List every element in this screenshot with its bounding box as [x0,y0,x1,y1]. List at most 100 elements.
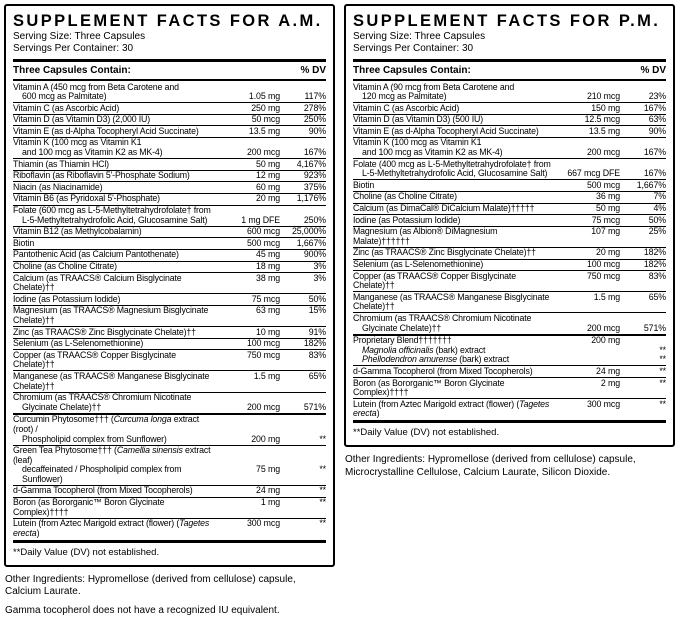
nutrient-name: Vitamin A (450 mcg from Beta Carotene an… [13,81,179,92]
nutrient-name: Glycinate Chelate)†† [362,322,442,333]
nutrient-row: Pantothenic Acid (as Calcium Pantothenat… [13,248,326,261]
servings-per-container-pm: Servings Per Container: 30 [353,43,474,54]
nutrient-line: Manganese (as TRAACS® Manganese Bisglyci… [353,292,666,312]
table-header-divider [13,79,326,81]
nutrient-line: Glycinate Chelate)†† 200 mcg 571% [13,401,326,413]
nutrient-amount: 500 mcg [586,179,620,190]
nutrient-name: Magnesium (as Albion® DiMagnesium Malate… [353,226,498,246]
nutrient-line: Thiamin (as Thiamin HCl) 50 mg 4,167% [13,159,326,170]
nutrient-row: Vitamin C (as Ascorbic Acid) 250 mg 278% [13,102,326,114]
nutrient-line: Glycinate Chelate)†† 200 mcg 571% [353,322,666,334]
nutrient-amount: 75 mcg [251,293,280,304]
nutrient-row: Vitamin A (450 mcg from Beta Carotene an… [13,82,326,102]
nutrient-line: Vitamin D (as Vitamin D3) (500 IU) 12.5 m… [353,115,666,125]
nutrient-name: Zinc (as TRAACS® Zinc Bisglycinate Chela… [13,326,196,337]
nutrient-line: Boron (as Bororganic™ Boron Glycinate Co… [353,377,666,398]
nutrient-row: Folate (400 mcg as L-5-Methyltetrahydrof… [353,158,666,179]
panel-notes-pm: Other Ingredients: Hypromellose (derived… [344,454,675,479]
nutrient-row: Vitamin K (100 mcg as Vitamin K1 and 100 … [13,136,326,158]
nutrient-line: Vitamin C (as Ascorbic Acid) 250 mg 278% [13,102,326,114]
nutrient-amount: 1 mg [260,497,280,508]
column-header-dv: % DV [640,65,666,76]
nutrient-row: Biotin 500 mcg 1,667% [13,237,326,249]
nutrient-name: Copper (as TRAACS® Copper Bisglycinate C… [353,270,516,291]
nutrient-line: 600 mcg as Palmitate) 1.05 mg 117% [13,91,326,102]
nutrient-amount: 300 mcg [586,398,620,409]
nutrient-name: Glycinate Chelate)†† [22,401,102,412]
nutrient-row: Vitamin E (as d-Alpha Tocopheryl Acid Su… [353,125,666,137]
nutrient-row: Vitamin A (90 mcg from Beta Carotene and… [353,82,666,102]
nutrient-name: Boron (as Bororganic™ Boron Glycinate Co… [353,377,505,398]
nutrient-amount: 75 mcg [591,214,620,225]
nutrient-table-body: Vitamin A (90 mcg from Beta Carotene and… [353,82,666,419]
nutrient-name: Lutein (from Aztec Marigold extract (flo… [13,518,210,538]
nutrient-row: Copper (as TRAACS® Copper Bisglycinate C… [353,270,666,291]
nutrient-line: Phospholipid complex from Sunflower) 200 … [13,433,326,445]
nutrient-amount: 75 mg [256,464,280,475]
column-header-dv: % DV [300,65,326,76]
nutrient-amount: 300 mcg [246,518,280,529]
nutrient-line: Chromium (as TRAACS® Chromium Nicotinate [13,393,326,403]
nutrient-row: Riboflavin (as Riboflavin 5'-Phosphate S… [13,169,326,182]
nutrient-amount: 10 mg [256,326,280,337]
nutrient-line: Copper (as TRAACS® Copper Bisglycinate C… [13,350,326,370]
nutrient-dv: 167% [643,168,666,179]
nutrient-line: Biotin 500 mcg 1,667% [13,237,326,249]
nutrient-dv: 7% [653,191,666,202]
table-header-divider [353,79,666,81]
nutrient-line: Magnolia officinalis (bark) extract ** [353,345,666,356]
nutrient-dv: 182% [303,338,326,349]
nutrient-row: Chromium (as TRAACS® Chromium Nicotinate… [353,312,666,333]
nutrient-name: Vitamin C (as Ascorbic Acid) [353,102,460,113]
nutrient-dv: 167% [643,102,666,113]
nutrient-dv: 250% [303,214,326,225]
nutrient-amount: 500 mcg [246,237,280,248]
table-header-am: Three Capsules Contain: % DV [13,62,326,79]
nutrient-name: L-5-Methyltetrahydrofolic Acid, Glucosam… [22,214,208,225]
nutrient-row: Calcium (as DimaCal® DiCalcium Malate)††… [353,202,666,215]
nutrient-amount: 50 mcg [251,114,280,125]
nutrient-amount: 60 mg [256,181,280,192]
nutrient-line: Vitamin A (90 mcg from Beta Carotene and [353,82,666,93]
nutrient-dv: 923% [303,170,326,181]
nutrient-dv: 25% [648,226,666,237]
nutrient-name: Curcumin Phytosome††† (Curcuma longa ext… [13,414,200,434]
nutrient-dv: 90% [648,125,666,136]
nutrient-row: Vitamin D (as Vitamin D3) (2,000 IU) 50 m… [13,113,326,126]
nutrient-dv: 1,667% [636,179,666,190]
nutrient-dv: 182% [643,247,666,258]
nutrient-row: Calcium (as TRAACS® Calcium Bisglycinate… [13,272,326,293]
nutrient-line: Selenium (as L-Selenomethionine) 100 mcg 1… [353,259,666,270]
nutrient-dv: 65% [308,370,326,381]
nutrient-dv: 90% [308,125,326,136]
nutrient-amount: 24 mg [256,485,280,496]
nutrient-row: Proprietary Blend††††††† 200 mg Magnolia o… [353,333,666,366]
nutrient-name: Lutein (from Aztec Marigold extract (flo… [353,398,550,419]
nutrient-dv: 182% [643,259,666,269]
nutrient-line: Zinc (as TRAACS® Zinc Bisglycinate Chela… [353,248,666,258]
nutrient-line: Pantothenic Acid (as Calcium Pantothenat… [13,250,326,260]
nutrient-dv: 1,176% [296,193,326,204]
nutrient-amount: 200 mg [251,433,280,444]
nutrient-dv: 25,000% [291,226,326,237]
nutrient-name: Iodine (as Potassium Iodide) [13,293,121,304]
nutrient-name: 600 mcg as Palmitate) [22,91,107,102]
nutrient-name: Vitamin E (as d-Alpha Tocopheryl Acid Su… [353,125,539,136]
nutrient-line: Manganese (as TRAACS® Manganese Bisglyci… [13,370,326,391]
nutrient-name: Calcium (as DimaCal® DiCalcium Malate)††… [353,203,535,214]
nutrient-amount: 20 mg [256,193,280,204]
nutrient-name: Vitamin K (100 mcg as Vitamin K1 [13,137,142,148]
column-header-contain: Three Capsules Contain: [353,65,471,76]
nutrient-name: Folate (600 mcg as L-5-Methyltetrahydrof… [13,205,211,216]
nutrient-amount: 18 mg [256,261,280,271]
nutrient-dv: ** [319,518,326,529]
nutrient-dv: 900% [303,249,326,260]
nutrient-amount: 13.5 mg [248,125,280,136]
nutrient-row: Curcumin Phytosome††† (Curcuma longa ext… [13,412,326,445]
nutrient-name: Vitamin C (as Ascorbic Acid) [13,102,120,113]
nutrient-line: Choline (as Choline Citrate) 36 mg 7% [353,192,666,202]
nutrient-amount: 2 mg [600,377,620,388]
nutrient-amount: 50 mg [596,203,620,214]
nutrient-name: Manganese (as TRAACS® Manganese Bisglyci… [13,370,210,391]
nutrient-line: Boron (as Bororganic™ Boron Glycinate Co… [13,497,326,517]
